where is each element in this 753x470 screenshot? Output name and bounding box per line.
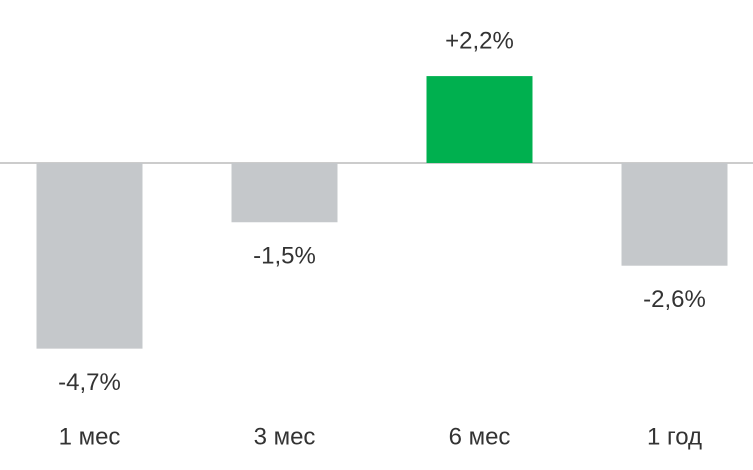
x-tick-label: 1 год [647,423,702,450]
value-label: -1,5% [253,243,316,270]
bar [231,163,338,223]
bar [621,163,728,266]
bar [36,163,143,349]
bar [426,76,533,163]
value-label: -4,7% [58,369,121,396]
x-tick-label: 6 мес [449,423,511,450]
x-tick-label: 1 мес [59,423,121,450]
x-tick-label: 3 мес [254,423,316,450]
value-label: -2,6% [643,286,706,313]
value-label: +2,2% [445,27,514,54]
